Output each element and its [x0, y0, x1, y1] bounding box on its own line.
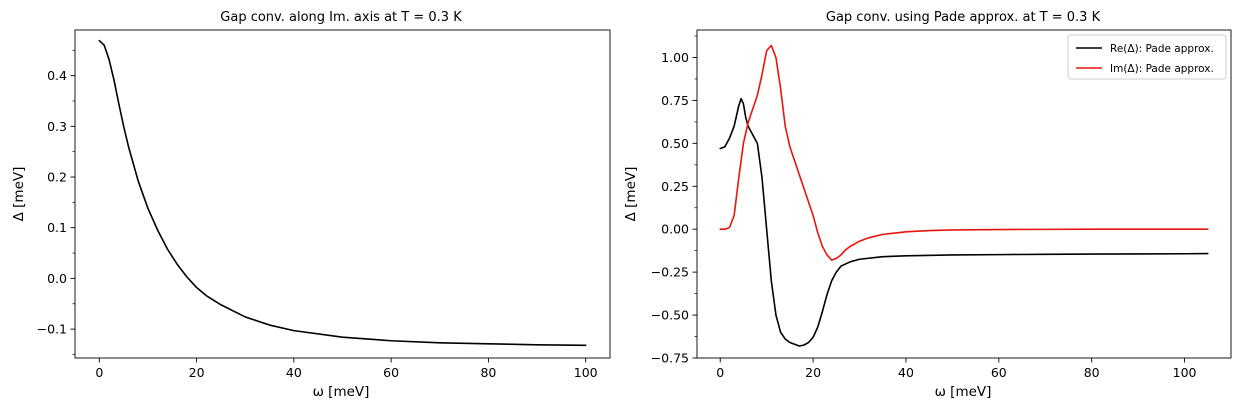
left-chart-y-tick-label: 0.2: [47, 170, 67, 185]
right-chart-y-tick-label: 0.00: [661, 222, 689, 237]
left-chart-x-tick-label: 0: [95, 365, 103, 380]
left-chart-x-tick-label: 40: [286, 365, 302, 380]
right-chart-series-line-0: [719, 97, 1209, 347]
right-chart-title: Gap conv. using Pade approx. at T = 0.3 …: [826, 10, 1101, 25]
left-chart-y-axis-label: Δ [meV]: [11, 167, 27, 222]
right-chart-y-tick-label: −0.50: [651, 308, 689, 323]
right-chart-y-tick-label: 1.00: [661, 50, 689, 65]
left-chart-title: Gap conv. along Im. axis at T = 0.3 K: [220, 10, 462, 25]
right-chart-y-tick-label: 0.25: [661, 179, 689, 194]
right-chart-x-tick-label: 100: [1173, 365, 1197, 380]
right-chart-legend: [1067, 34, 1227, 80]
right-chart-plot-frame: [696, 29, 1232, 359]
right-chart-x-axis-label: ω [meV]: [935, 384, 992, 400]
right-chart-x-tick-label: 80: [1084, 365, 1100, 380]
left-chart-x-axis-label: ω [meV]: [313, 384, 370, 400]
right-chart-y-tick-label: −0.75: [651, 351, 689, 366]
left-chart-y-tick-label: −0.1: [37, 322, 67, 337]
left-chart-x-tick-label: 20: [189, 365, 205, 380]
left-chart-y-tick-label: 0.3: [47, 119, 67, 134]
right-chart-x-tick-label: 0: [716, 365, 724, 380]
left-chart-plot-frame: [74, 29, 611, 359]
right-chart-x-tick-label: 40: [898, 365, 914, 380]
left-chart-x-tick-label: 60: [383, 365, 399, 380]
left-chart-y-tick-label: 0.0: [47, 271, 67, 286]
right-chart-legend-entry: Im(Δ): Pade approx.: [1110, 63, 1214, 75]
right-chart-x-tick-label: 20: [805, 365, 821, 380]
left-chart-y-tick-label: 0.1: [47, 220, 67, 235]
right-chart-y-tick-label: −0.25: [651, 265, 689, 280]
right-chart-x-tick-label: 60: [991, 365, 1007, 380]
left-chart-series-line-0: [98, 39, 587, 347]
right-chart-y-tick-label: 0.75: [661, 93, 689, 108]
left-chart-x-tick-label: 80: [480, 365, 496, 380]
right-chart: Gap conv. using Pade approx. at T = 0.3 …: [623, 10, 1232, 400]
right-chart-series-line-1: [719, 44, 1209, 261]
right-chart-y-axis-label: Δ [meV]: [623, 167, 639, 222]
left-chart-y-tick-label: 0.4: [47, 68, 67, 83]
left-chart-x-tick-label: 100: [574, 365, 598, 380]
left-chart: Gap conv. along Im. axis at T = 0.3 K ω …: [11, 10, 611, 400]
right-chart-legend-entry: Re(Δ): Pade approx.: [1110, 43, 1214, 55]
right-chart-y-tick-label: 0.50: [661, 136, 689, 151]
